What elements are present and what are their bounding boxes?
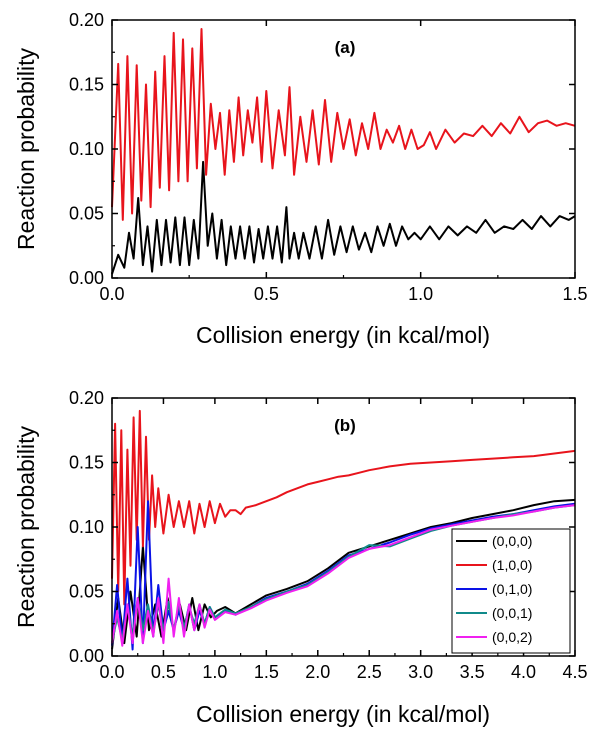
panel-b-x-axis-label: Collision energy (in kcal/mol) bbox=[196, 701, 490, 727]
panel-b-plot-lines bbox=[111, 409, 576, 651]
panel-b-y-axis-label: Reaction probability bbox=[13, 426, 39, 629]
panel-b-y-tick-label: 0.10 bbox=[69, 517, 104, 537]
legend-label: (0,0,1) bbox=[492, 605, 532, 621]
panel-b-y-tick-label: 0.15 bbox=[69, 453, 104, 473]
panel-b-x-tick-label: 1.5 bbox=[254, 662, 279, 682]
panel-a-y-tick-label: 0.10 bbox=[69, 139, 104, 159]
panel-b-series-line-100 bbox=[111, 409, 576, 606]
legend-label: (1,0,0) bbox=[492, 557, 532, 573]
panel-a-y-tick-label: 0.05 bbox=[69, 204, 104, 224]
legend-label: (0,1,0) bbox=[492, 581, 532, 597]
panel-a-y-tick-label: 0.15 bbox=[69, 75, 104, 95]
panel-b-y-tick-label: 0.20 bbox=[69, 388, 104, 408]
panel-b-series-line-002 bbox=[111, 504, 576, 647]
panel-a-x-tick-label: 0.5 bbox=[254, 284, 279, 304]
legend: (0,0,0) (1,0,0) (0,1,0) (0,0,1) (0,0,2) bbox=[451, 528, 571, 654]
panel-b-x-tick-label: 4.0 bbox=[511, 662, 536, 682]
panel-b-x-tick-label: 0.0 bbox=[99, 662, 124, 682]
legend-label: (0,0,0) bbox=[492, 533, 532, 549]
panel-b-x-tick-label: 3.0 bbox=[408, 662, 433, 682]
panel-b-y-tick-label: 0.05 bbox=[69, 582, 104, 602]
panel-a-x-axis-label: Collision energy (in kcal/mol) bbox=[196, 322, 490, 348]
panel-b-x-tick-label: 0.5 bbox=[151, 662, 176, 682]
panel-a-plot-lines bbox=[111, 28, 576, 275]
panel-a-y-tick-label: 0.00 bbox=[69, 268, 104, 288]
legend-label: (0,0,2) bbox=[492, 629, 532, 645]
panel-a-x-tick-label: 1.5 bbox=[562, 284, 587, 304]
panel-b-x-tick-label: 2.5 bbox=[357, 662, 382, 682]
panel-b-series-line-000 bbox=[111, 498, 576, 650]
panel-a-series-line-0 bbox=[111, 28, 576, 221]
legend-box bbox=[451, 528, 571, 654]
panel-b: 0.0 0.5 1.0 1.5 2.0 2.5 3.0 3.5 4.0 4.5 0.00 0.05 0.… bbox=[13, 388, 588, 727]
panel-b-ticks: 0.0 0.5 1.0 1.5 2.0 2.5 3.0 3.5 4.0 4.5 0.00 0.05 0.… bbox=[69, 388, 588, 682]
panel-a-x-tick-label: 0.0 bbox=[99, 284, 124, 304]
panel-a-label: (a) bbox=[335, 38, 356, 57]
panel-a-x-tick-label: 1.0 bbox=[408, 284, 433, 304]
panel-b-x-tick-label: 2.0 bbox=[305, 662, 330, 682]
panel-b-x-tick-label: 1.0 bbox=[202, 662, 227, 682]
panel-a-y-axis-label: Reaction probability bbox=[13, 48, 39, 251]
panel-a-ticks: 0.0 0.5 1.0 1.5 0.00 0.05 0.10 0.15 0.20 bbox=[69, 10, 588, 304]
panel-a-series-line-1 bbox=[111, 160, 576, 275]
panel-a: 0.0 0.5 1.0 1.5 0.00 0.05 0.10 0.15 0.20 (a) Col… bbox=[13, 10, 588, 348]
panel-b-y-tick-label: 0.00 bbox=[69, 646, 104, 666]
panel-b-x-tick-label: 3.5 bbox=[460, 662, 485, 682]
panel-a-y-tick-label: 0.20 bbox=[69, 10, 104, 30]
panel-b-x-tick-label: 4.5 bbox=[562, 662, 587, 682]
panel-b-label: (b) bbox=[334, 416, 356, 435]
